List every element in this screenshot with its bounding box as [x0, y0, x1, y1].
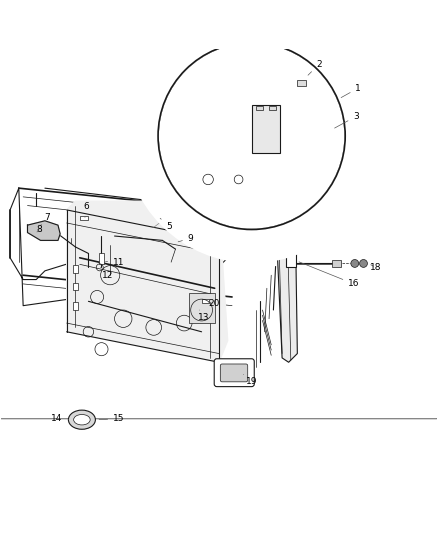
FancyBboxPatch shape [220, 364, 248, 382]
Circle shape [158, 42, 345, 230]
Bar [201, 299, 209, 303]
Polygon shape [28, 221, 60, 240]
Text: 3: 3 [335, 112, 359, 128]
Bar [73, 265, 78, 273]
Bar [80, 215, 88, 220]
Text: 11: 11 [106, 257, 125, 266]
Text: 18: 18 [370, 263, 381, 272]
Text: 2: 2 [308, 60, 322, 75]
Bar [332, 260, 341, 266]
Bar [73, 302, 78, 310]
Bar [188, 293, 215, 323]
Ellipse shape [74, 415, 90, 425]
Text: 9: 9 [178, 233, 194, 243]
Bar [99, 254, 104, 264]
Bar [297, 80, 306, 86]
Bar [286, 252, 296, 268]
FancyBboxPatch shape [252, 106, 280, 154]
Bar [256, 107, 262, 110]
Text: 6: 6 [83, 202, 89, 217]
Circle shape [360, 260, 367, 268]
Text: 16: 16 [299, 262, 360, 288]
Text: 12: 12 [101, 268, 114, 280]
Text: 13: 13 [198, 310, 209, 322]
Text: 20: 20 [208, 299, 219, 308]
Ellipse shape [68, 410, 95, 429]
Polygon shape [273, 192, 297, 362]
FancyBboxPatch shape [214, 359, 254, 386]
Text: 1: 1 [341, 84, 361, 98]
Bar [269, 107, 276, 110]
Text: 14: 14 [51, 414, 69, 423]
Text: 7: 7 [41, 213, 50, 225]
Circle shape [351, 260, 359, 268]
Text: 15: 15 [99, 414, 125, 423]
Bar [73, 282, 78, 290]
Text: 8: 8 [37, 225, 42, 234]
Polygon shape [67, 201, 228, 362]
Text: 5: 5 [160, 219, 172, 231]
Text: 19: 19 [244, 375, 258, 386]
